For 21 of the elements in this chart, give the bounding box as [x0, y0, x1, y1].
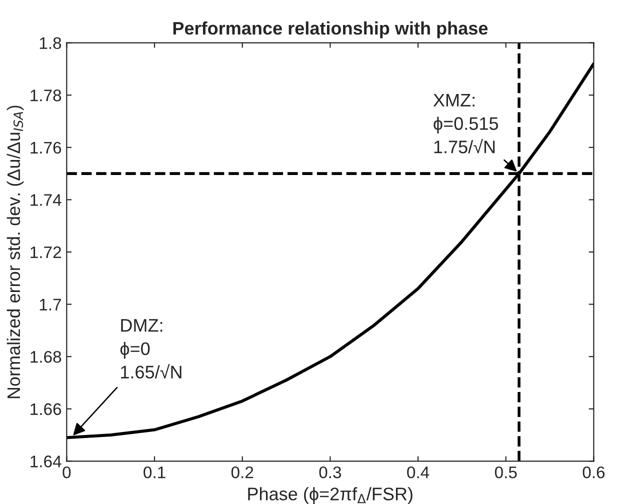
y-tick-label: 1.7 — [40, 298, 61, 310]
x-tick-label: 0.4 — [407, 466, 430, 478]
y-tick-label: 1.68 — [30, 350, 62, 363]
y-axis-title: Normalized error std. dev. (Δu/Δu$_{ISA}$) — [6, 106, 24, 398]
x-axis-title: Phase (ϕ=2πf$_{Δ}$/FSR) — [248, 487, 412, 504]
x-tick-label: 0.6 — [582, 466, 605, 478]
y-tick-label: 1.8 — [40, 37, 62, 50]
y-tick-label: 1.64 — [30, 456, 62, 468]
y-tick-label: 1.66 — [30, 403, 62, 416]
x-tick-label: 0.1 — [144, 466, 166, 478]
x-tick-label: 0.2 — [231, 466, 254, 478]
annotation: DMZ: ϕ=0 1.65/√N — [120, 319, 182, 379]
annotation: XMZ: ϕ=0.515 1.75/√N — [433, 94, 498, 154]
y-tick-label: 1.78 — [30, 90, 62, 102]
chart-title: Performance relationship with phase — [173, 21, 488, 38]
x-tick-label: 0.5 — [494, 466, 517, 478]
y-tick-label: 1.76 — [30, 142, 62, 154]
x-tick-label: 0 — [62, 466, 71, 478]
y-tick-label: 1.74 — [30, 194, 62, 206]
y-tick-label: 1.72 — [30, 246, 61, 258]
x-tick-label: 0.3 — [319, 466, 342, 478]
